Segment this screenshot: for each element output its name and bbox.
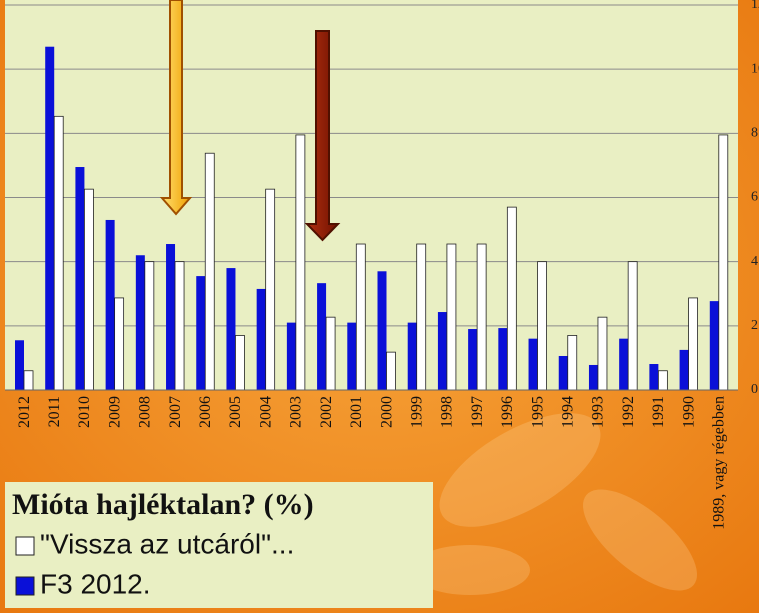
chart: 0 2 4 6 8 10 12 2012 2011 2010 2009 2008 2007 2006 200… — [5, 0, 759, 530]
x-tick-label: 1995 — [529, 396, 546, 428]
bar — [567, 335, 578, 391]
arrow-red — [304, 30, 341, 242]
x-tick-label: 2007 — [167, 396, 184, 428]
bar — [649, 364, 659, 390]
y-tick-label: 6 — [751, 190, 758, 205]
bar — [53, 115, 64, 391]
bar — [709, 301, 719, 390]
x-tick-label: 1998 — [439, 396, 456, 428]
bar — [286, 322, 296, 390]
bar — [407, 322, 417, 390]
x-tick-label: 2006 — [197, 396, 214, 428]
bar — [23, 370, 34, 391]
bar — [84, 188, 94, 391]
x-tick-label: 2009 — [106, 396, 123, 428]
x-tick-label: 2002 — [318, 396, 335, 428]
bar — [235, 335, 245, 391]
bar — [688, 297, 698, 391]
legend-label: "Vissza az utcáról"... — [40, 528, 294, 559]
flower-pattern — [410, 413, 697, 595]
legend-swatch — [15, 576, 35, 596]
bar — [679, 349, 689, 390]
x-tick-label: 1994 — [560, 396, 577, 428]
bar — [204, 152, 215, 391]
bar — [498, 328, 508, 390]
bar — [437, 312, 447, 390]
bar — [506, 206, 517, 391]
bar — [317, 283, 327, 390]
y-tick-label: 12 — [751, 0, 759, 12]
legend-label: F3 2012. — [40, 568, 151, 599]
bar — [325, 316, 336, 391]
bar — [196, 276, 206, 390]
bar — [627, 261, 638, 391]
plot-area — [5, 0, 738, 390]
bar — [528, 338, 538, 390]
bar — [446, 243, 457, 391]
x-tick-label: 2000 — [378, 396, 395, 428]
y-tick-label: 4 — [751, 254, 758, 269]
bar — [45, 46, 55, 390]
bar — [15, 340, 24, 390]
bar — [476, 243, 487, 391]
x-tick-label: 1993 — [590, 396, 607, 428]
x-tick-label: 2004 — [257, 396, 274, 428]
bar — [597, 316, 608, 391]
bar — [295, 134, 306, 391]
x-tick-label: 2001 — [348, 396, 365, 428]
legend: "Vissza az utcáról"... F3 2012. — [15, 528, 294, 599]
x-tick-label: 2008 — [137, 396, 154, 428]
x-tick-label: 2012 — [16, 396, 33, 428]
x-tick-label: 1991 — [650, 396, 667, 428]
bar — [537, 261, 547, 391]
bar — [256, 288, 266, 390]
bar — [416, 243, 427, 391]
bar — [166, 244, 176, 390]
bar — [265, 188, 276, 391]
bar — [386, 351, 396, 391]
bar — [657, 370, 668, 391]
bar — [75, 167, 85, 390]
bar — [619, 338, 629, 390]
x-tick-label: 1992 — [620, 396, 637, 428]
legend-box — [5, 482, 433, 608]
x-tick-label: 1996 — [499, 396, 516, 428]
x-tick-label: 1997 — [469, 396, 486, 428]
bar — [135, 255, 145, 390]
bar — [377, 271, 387, 390]
bar — [347, 322, 357, 390]
x-tick-label: 2010 — [76, 396, 93, 428]
legend-swatch — [15, 536, 35, 556]
x-tick-label: 1989, vagy régebben — [711, 396, 728, 530]
bar — [114, 297, 125, 391]
y-tick-label: 10 — [751, 61, 759, 76]
bar — [468, 329, 478, 390]
x-tick-label: 1990 — [680, 396, 697, 428]
bar — [558, 355, 568, 390]
y-tick-label: 2 — [751, 318, 758, 333]
bar — [226, 268, 236, 390]
y-tick-label: 8 — [751, 126, 758, 141]
bar — [174, 261, 185, 391]
bar — [355, 243, 366, 391]
bar — [588, 364, 598, 390]
bar — [144, 261, 155, 391]
x-tick-label: 1999 — [408, 396, 425, 428]
chart-title: Mióta hajléktalan? (%) — [12, 488, 314, 521]
bar — [105, 219, 115, 390]
y-tick-label: 0 — [751, 382, 758, 397]
bar — [718, 134, 729, 391]
x-tick-label: 2011 — [46, 396, 63, 427]
arrow-yellow — [159, 0, 193, 216]
x-tick-label: 2003 — [288, 396, 305, 428]
x-tick-label: 2005 — [227, 396, 244, 428]
